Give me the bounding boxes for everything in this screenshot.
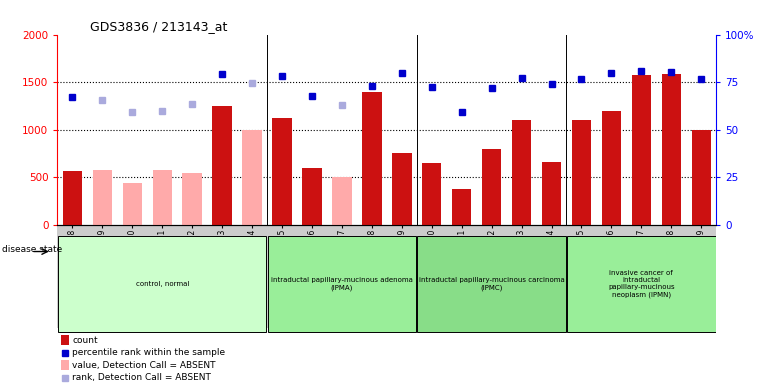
- Bar: [267, 236, 416, 332]
- Bar: [61, 360, 68, 370]
- Bar: [692, 130, 711, 225]
- Bar: [452, 189, 471, 225]
- Bar: [303, 168, 322, 225]
- Bar: [662, 74, 681, 225]
- Text: count: count: [73, 336, 98, 344]
- Text: intraductal papillary-mucinous adenoma
(IPMA): intraductal papillary-mucinous adenoma (…: [271, 277, 413, 291]
- Bar: [212, 106, 232, 225]
- Text: rank, Detection Call = ABSENT: rank, Detection Call = ABSENT: [73, 373, 211, 382]
- Text: value, Detection Call = ABSENT: value, Detection Call = ABSENT: [73, 361, 216, 369]
- Bar: [332, 177, 352, 225]
- Text: control, normal: control, normal: [136, 281, 189, 287]
- Bar: [601, 111, 621, 225]
- Bar: [123, 183, 142, 225]
- Bar: [362, 92, 381, 225]
- Bar: [272, 118, 292, 225]
- Bar: [422, 163, 441, 225]
- Bar: [63, 171, 82, 225]
- Bar: [632, 75, 651, 225]
- Bar: [482, 149, 502, 225]
- Bar: [571, 120, 591, 225]
- Bar: [542, 162, 561, 225]
- Text: invasive cancer of
intraductal
papillary-mucinous
neoplasm (IPMN): invasive cancer of intraductal papillary…: [608, 270, 675, 298]
- Text: GDS3836 / 213143_at: GDS3836 / 213143_at: [90, 20, 228, 33]
- Bar: [152, 170, 172, 225]
- Bar: [242, 130, 262, 225]
- Bar: [93, 170, 112, 225]
- Bar: [182, 173, 202, 225]
- Bar: [61, 335, 68, 345]
- Bar: [417, 236, 566, 332]
- Text: intraductal papillary-mucinous carcinoma
(IPMC): intraductal papillary-mucinous carcinoma…: [419, 277, 565, 291]
- Bar: [567, 236, 715, 332]
- Bar: [512, 120, 532, 225]
- Bar: [392, 153, 411, 225]
- Text: disease state: disease state: [2, 245, 63, 254]
- Bar: [58, 236, 267, 332]
- Text: percentile rank within the sample: percentile rank within the sample: [73, 348, 226, 357]
